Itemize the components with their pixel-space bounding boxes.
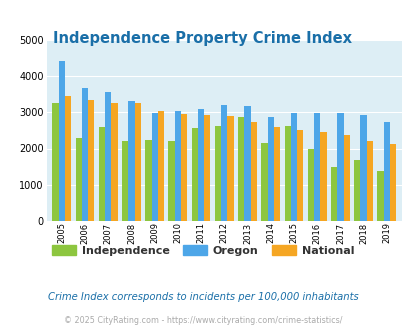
Bar [65, 96, 71, 221]
Bar [273, 127, 279, 221]
Bar [221, 105, 227, 221]
Bar [214, 126, 221, 221]
Bar [284, 126, 290, 221]
Bar [168, 141, 174, 221]
Bar [227, 116, 233, 221]
Bar [75, 138, 82, 221]
Bar [134, 103, 141, 221]
Legend: Independence, Oregon, National: Independence, Oregon, National [47, 240, 358, 260]
Bar [360, 115, 366, 221]
Bar [52, 103, 58, 221]
Bar [82, 88, 88, 221]
Bar [111, 103, 117, 221]
Bar [377, 171, 383, 221]
Bar [191, 128, 198, 221]
Bar [389, 144, 395, 221]
Bar [105, 92, 111, 221]
Text: © 2025 CityRating.com - https://www.cityrating.com/crime-statistics/: © 2025 CityRating.com - https://www.city… [64, 316, 341, 325]
Bar [204, 115, 210, 221]
Bar [238, 116, 244, 221]
Bar [261, 143, 267, 221]
Bar [296, 130, 303, 221]
Bar [198, 109, 204, 221]
Bar [58, 61, 65, 221]
Bar [98, 127, 105, 221]
Bar [267, 117, 273, 221]
Bar [343, 135, 349, 221]
Bar [313, 113, 320, 221]
Bar [330, 167, 337, 221]
Bar [174, 111, 181, 221]
Bar [290, 113, 296, 221]
Bar [366, 141, 372, 221]
Bar [250, 122, 256, 221]
Bar [122, 141, 128, 221]
Bar [337, 113, 343, 221]
Bar [320, 132, 326, 221]
Bar [307, 149, 313, 221]
Bar [181, 114, 187, 221]
Text: Independence Property Crime Index: Independence Property Crime Index [53, 31, 352, 46]
Bar [383, 122, 389, 221]
Bar [151, 113, 158, 221]
Bar [128, 101, 134, 221]
Bar [244, 106, 250, 221]
Bar [145, 140, 151, 221]
Bar [353, 160, 360, 221]
Text: Crime Index corresponds to incidents per 100,000 inhabitants: Crime Index corresponds to incidents per… [47, 292, 358, 302]
Bar [88, 100, 94, 221]
Bar [158, 111, 164, 221]
